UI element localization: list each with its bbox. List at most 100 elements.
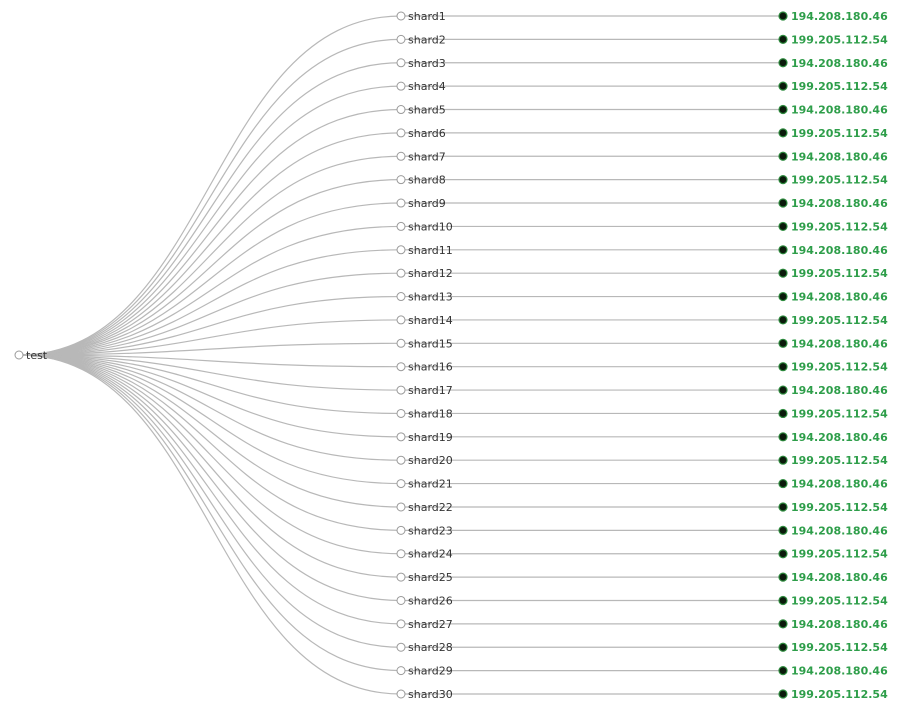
host-label-21: 194.208.180.46: [791, 478, 888, 491]
host-node-13[interactable]: [778, 291, 788, 302]
shard-node-9[interactable]: [396, 198, 406, 208]
link-root-to-shard26: [18, 354, 402, 602]
host-node-8[interactable]: [778, 175, 788, 185]
host-node-3[interactable]: [778, 58, 788, 68]
shard-node-20[interactable]: [396, 455, 406, 465]
host-node-17[interactable]: [778, 385, 788, 395]
shard-node-29[interactable]: [396, 666, 406, 676]
link-root-to-shard18: [18, 354, 402, 415]
link-root-to-shard19: [18, 354, 402, 438]
host-node-11[interactable]: [778, 245, 788, 255]
host-node-12[interactable]: [778, 268, 788, 278]
shard-node-17[interactable]: [396, 385, 406, 395]
host-node-18[interactable]: [778, 408, 788, 419]
host-node-24[interactable]: [778, 549, 788, 559]
shard-node-21[interactable]: [396, 479, 406, 489]
link-root-to-shard1: [18, 15, 402, 356]
host-node-14[interactable]: [778, 315, 788, 325]
link-root-to-shard16: [18, 354, 402, 368]
root-node[interactable]: [14, 350, 24, 360]
tree-links: [18, 15, 783, 695]
host-label-23: 194.208.180.46: [791, 524, 888, 537]
host-node-27[interactable]: [778, 619, 788, 629]
shard-node-8[interactable]: [396, 175, 406, 185]
host-label-11: 194.208.180.46: [791, 244, 888, 257]
host-node-1[interactable]: [778, 11, 788, 21]
shard-label-1: shard1: [408, 10, 446, 23]
shard-label-15: shard15: [408, 337, 453, 350]
shard-node-10[interactable]: [396, 221, 406, 231]
link-root-to-shard9: [18, 202, 402, 356]
shard-node-19[interactable]: [396, 432, 406, 442]
shard-node-13[interactable]: [396, 292, 406, 302]
host-label-17: 194.208.180.46: [791, 384, 888, 397]
host-label-9: 194.208.180.46: [791, 197, 888, 210]
host-label-15: 194.208.180.46: [791, 337, 888, 350]
host-node-15[interactable]: [778, 338, 788, 348]
link-root-to-shard28: [18, 354, 402, 648]
host-label-28: 199.205.112.54: [791, 641, 888, 654]
shard-node-18[interactable]: [396, 408, 406, 418]
host-node-9[interactable]: [778, 198, 788, 208]
shard-node-30[interactable]: [396, 689, 406, 699]
host-node-25[interactable]: [778, 572, 788, 582]
host-label-20: 199.205.112.54: [791, 454, 888, 467]
shard-node-26[interactable]: [396, 595, 406, 605]
shard-label-4: shard4: [408, 80, 446, 93]
shard-label-8: shard8: [408, 174, 446, 187]
host-node-20[interactable]: [778, 455, 788, 465]
host-node-22[interactable]: [778, 502, 788, 512]
host-node-23[interactable]: [778, 525, 788, 535]
host-label-13: 194.208.180.46: [791, 291, 888, 304]
host-node-4[interactable]: [778, 81, 788, 91]
host-node-2[interactable]: [778, 34, 788, 44]
shard-node-3[interactable]: [396, 58, 406, 68]
shard-node-4[interactable]: [396, 81, 406, 91]
shard-label-12: shard12: [408, 267, 453, 280]
link-root-to-shard30: [18, 354, 402, 695]
shard-node-6[interactable]: [396, 128, 406, 138]
shard-node-1[interactable]: [396, 11, 406, 21]
host-node-10[interactable]: [778, 221, 788, 232]
shard-node-2[interactable]: [396, 34, 406, 44]
host-node-21[interactable]: [778, 478, 788, 489]
host-node-16[interactable]: [778, 362, 788, 372]
link-root-to-shard7: [18, 155, 402, 356]
host-node-5[interactable]: [778, 104, 788, 115]
host-label-25: 194.208.180.46: [791, 571, 888, 584]
shard-node-22[interactable]: [396, 502, 406, 512]
link-root-to-shard14: [18, 319, 402, 356]
shard-node-5[interactable]: [396, 105, 406, 115]
host-label-22: 199.205.112.54: [791, 501, 888, 514]
host-label-3: 194.208.180.46: [791, 57, 888, 70]
host-node-6[interactable]: [778, 128, 788, 138]
host-node-26[interactable]: [778, 595, 788, 606]
host-node-30[interactable]: [778, 689, 788, 699]
shard-node-23[interactable]: [396, 525, 406, 535]
shard-node-15[interactable]: [396, 338, 406, 348]
shard-label-25: shard25: [408, 571, 453, 584]
shard-label-26: shard26: [408, 594, 453, 607]
host-node-19[interactable]: [778, 432, 788, 442]
shard-node-25[interactable]: [396, 572, 406, 582]
shard-node-7[interactable]: [396, 151, 406, 161]
link-root-to-shard20: [18, 354, 402, 461]
link-root-to-shard10: [18, 225, 402, 356]
shard-node-16[interactable]: [396, 362, 406, 372]
link-root-to-shard8: [18, 179, 402, 356]
shard-label-5: shard5: [408, 104, 446, 117]
shard-label-10: shard10: [408, 220, 453, 233]
shard-node-27[interactable]: [396, 619, 406, 629]
host-node-7[interactable]: [778, 151, 788, 161]
host-node-28[interactable]: [778, 642, 788, 652]
shard-node-12[interactable]: [396, 268, 406, 278]
shard-node-14[interactable]: [396, 315, 406, 325]
link-root-to-shard23: [18, 354, 402, 531]
shard-node-11[interactable]: [396, 245, 406, 255]
shard-label-2: shard2: [408, 33, 446, 46]
host-node-29[interactable]: [778, 666, 788, 676]
link-root-to-shard27: [18, 354, 402, 625]
shard-node-28[interactable]: [396, 642, 406, 652]
shard-node-24[interactable]: [396, 549, 406, 559]
